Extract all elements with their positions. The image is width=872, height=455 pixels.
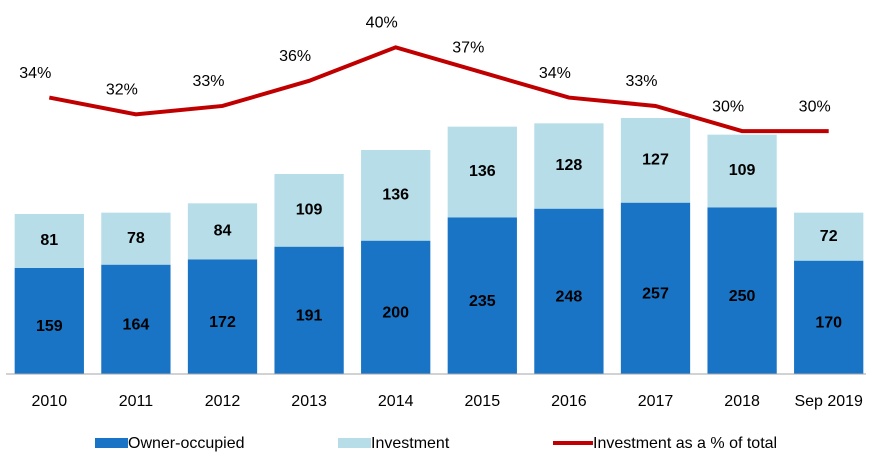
bar-value-label: 235 [469, 293, 496, 310]
bar-value-label: 248 [556, 289, 583, 306]
bar-segment [620, 118, 691, 203]
bar-value-label: 72 [820, 228, 838, 245]
x-tick-label: 2011 [119, 393, 154, 410]
bar-value-label: 136 [469, 163, 496, 180]
bar-value-label: 128 [556, 157, 583, 174]
x-tick-label: 2017 [638, 393, 674, 410]
line-value-label: 36% [279, 48, 311, 65]
bar-segment [14, 268, 84, 374]
bar-value-label: 136 [382, 187, 409, 204]
line-value-label: 34% [539, 65, 571, 82]
bar-segment [707, 134, 777, 208]
x-tick-label: 2016 [551, 393, 587, 410]
line-value-label: 30% [712, 98, 744, 115]
legend-label: Investment as a % of total [593, 435, 777, 452]
x-tick-label: 2018 [724, 393, 760, 410]
legend-swatch [338, 438, 371, 448]
bar-value-label: 109 [296, 202, 323, 219]
line-value-label: 33% [192, 73, 224, 90]
bar-value-label: 164 [123, 317, 150, 334]
line-value-label: 33% [625, 73, 657, 90]
line-value-label: 30% [799, 98, 831, 115]
line-value-label: 34% [19, 65, 51, 82]
bar-segment [620, 202, 691, 374]
bar-segment [707, 207, 777, 374]
bar-segment [534, 208, 604, 374]
bar-value-label: 172 [209, 314, 236, 331]
bar-segment [447, 217, 517, 374]
bar-value-label: 170 [815, 315, 842, 332]
bar-segment [274, 246, 344, 374]
bar-value-label: 200 [382, 305, 409, 322]
line-value-label: 37% [452, 40, 484, 57]
x-tick-label: 2013 [291, 393, 327, 410]
bar-value-label: 84 [214, 223, 232, 240]
legend-label: Investment [371, 435, 450, 452]
line-value-label: 40% [366, 15, 398, 32]
bar-segment [534, 123, 604, 209]
bar-value-label: 159 [36, 318, 63, 335]
legend-label: Owner-occupied [128, 435, 245, 452]
bar-value-label: 78 [127, 230, 145, 247]
bar-segment [187, 259, 258, 374]
bar-value-label: 109 [729, 162, 756, 179]
x-tick-label: Sep 2019 [794, 393, 863, 410]
legend-swatch [95, 438, 128, 448]
bar-segment [101, 212, 171, 265]
bar-value-label: 257 [642, 286, 669, 303]
line-value-label: 32% [106, 82, 138, 99]
bar-value-label: 81 [40, 232, 58, 249]
bar-segment [447, 126, 517, 218]
bar-segment [361, 150, 431, 241]
bar-segment [187, 203, 258, 260]
bar-value-label: 250 [729, 288, 756, 305]
x-tick-label: 2015 [465, 393, 501, 410]
line [48, 45, 829, 134]
bar-segment [361, 240, 431, 374]
bar-value-label: 191 [296, 308, 323, 325]
x-tick-label: 2014 [378, 393, 414, 410]
bar-segment [274, 174, 344, 247]
bar-segment [101, 264, 171, 374]
bar-segment [14, 214, 84, 268]
x-tick-label: 2012 [205, 393, 241, 410]
bar-value-label: 127 [642, 152, 669, 169]
bar-segment [794, 212, 864, 261]
bar-segment [794, 260, 864, 374]
x-tick-label: 2010 [32, 393, 68, 410]
